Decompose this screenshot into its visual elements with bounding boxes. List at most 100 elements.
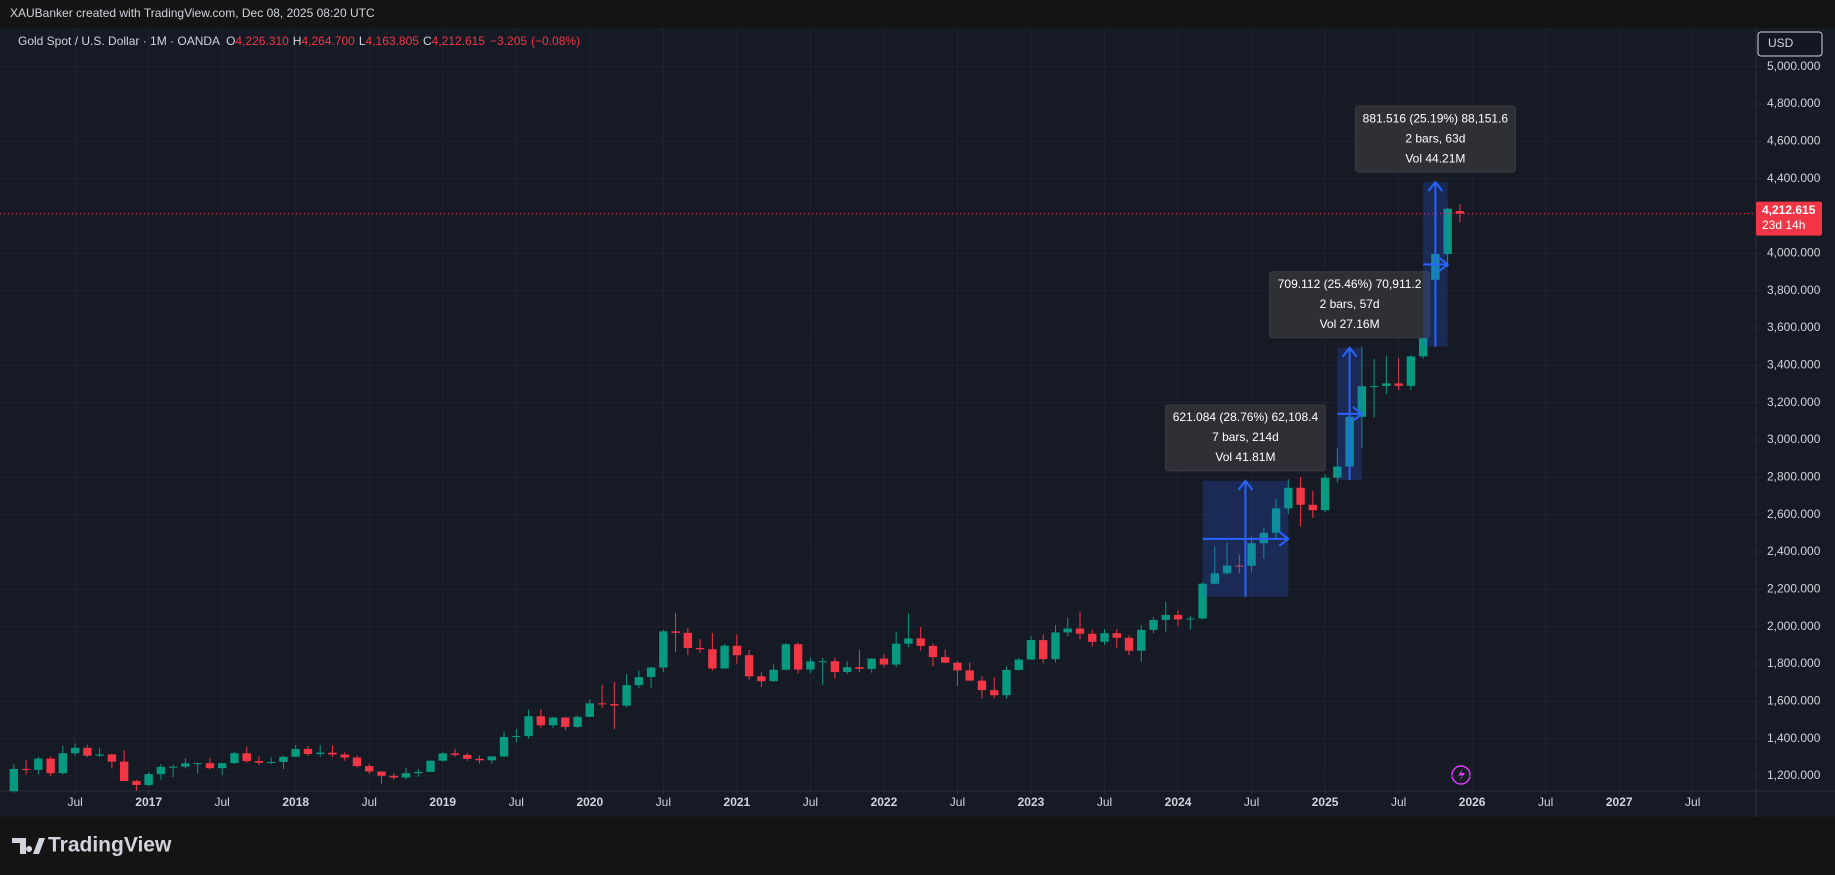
y-tick-label: 3,000.000 [1767, 432, 1821, 446]
alert-ring[interactable] [1451, 765, 1471, 785]
alert-bolt[interactable] [1458, 768, 1465, 782]
x-tick-label: Jul [803, 795, 818, 809]
candle-body [414, 771, 423, 774]
candle-body [1369, 386, 1379, 388]
last-price-box [1756, 201, 1822, 236]
legend-key: H [293, 34, 302, 48]
candle-body [732, 645, 742, 656]
candle-body [622, 685, 631, 706]
candle-body [928, 645, 938, 658]
candle-body [1443, 208, 1452, 255]
y-tick-label: 1,400.000 [1767, 731, 1821, 745]
candle-body [352, 757, 362, 767]
y-tick-label: 5,000.000 [1767, 59, 1821, 73]
candle-body [1173, 614, 1183, 620]
candle-body [879, 658, 889, 665]
candle-body [205, 763, 215, 769]
candle-body [46, 758, 55, 774]
candle-body [1284, 487, 1293, 509]
y-tick-label: 1,600.000 [1767, 694, 1821, 708]
candle-body [1357, 386, 1367, 417]
candle-body [1308, 504, 1318, 511]
candle-body [646, 667, 656, 678]
legend-value: 4,163.805 [366, 34, 420, 48]
candle-body [389, 775, 398, 778]
brand: TradingView [48, 834, 172, 857]
legend-value: 4,264.700 [301, 34, 355, 48]
candle-body [487, 756, 496, 761]
candle-body [597, 703, 607, 705]
candle-body [1455, 211, 1465, 214]
legend-value: 4,226.310 [235, 34, 289, 48]
x-tick-label: 2017 [135, 795, 162, 809]
currency[interactable]: USD [1768, 36, 1794, 50]
y-tick-label: 3,600.000 [1767, 320, 1821, 334]
candle-body [708, 649, 717, 669]
range-arrow-horizontal [1423, 256, 1450, 273]
candle-body [279, 756, 288, 762]
candle-body [842, 667, 852, 673]
range-arrow-horizontal [1202, 531, 1290, 547]
legend-value: 4,212.615 [432, 34, 486, 48]
candle-body [585, 703, 595, 717]
range-label-line: 7 bars, 214d [1212, 430, 1279, 444]
candle-body [1210, 573, 1219, 584]
candle-body [757, 676, 766, 682]
y-tick-label: 1,800.000 [1767, 656, 1821, 670]
candle-body [1406, 356, 1416, 386]
range-measure: 709.112 (25.46%) 70,911.2 2 bars, 57d Vol … [1269, 271, 1431, 481]
candle-body [107, 754, 117, 762]
x-tick-label: 2023 [1018, 795, 1045, 809]
x-tick-label: Jul [67, 795, 82, 809]
candle-body [1149, 619, 1158, 630]
candle-body [671, 631, 680, 633]
candle-body [512, 736, 521, 738]
candle-body [1333, 466, 1342, 478]
candle-body [659, 631, 668, 668]
candle-body [34, 758, 43, 770]
candle-body [254, 761, 264, 763]
range-label-box [1164, 404, 1326, 472]
candle-body [561, 717, 570, 727]
range-measure: 881.516 (25.19%) 88,151.6 2 bars, 63d Vol … [1354, 105, 1516, 347]
x-tick-label: Jul [656, 795, 671, 809]
y-tick-label: 4,400.000 [1767, 171, 1821, 185]
attribution: XAUBanker created with TradingView.com, … [10, 6, 375, 20]
y-tick-label: 2,000.000 [1767, 619, 1821, 633]
candle-body [401, 773, 411, 778]
candle-body [242, 753, 251, 762]
candle-body [977, 680, 987, 691]
x-tick-label: Jul [1391, 795, 1406, 809]
logo: TradingView [12, 834, 172, 857]
legend-key: O [226, 34, 235, 48]
candle-body [965, 670, 974, 681]
usd-button[interactable]: USD [1757, 31, 1823, 57]
y-tick-label: 4,000.000 [1767, 245, 1821, 259]
candle-body [941, 657, 950, 663]
candle-body [9, 768, 19, 792]
legend-key: L [359, 34, 366, 48]
candle-body [95, 754, 104, 756]
candle-body [21, 768, 31, 770]
candle-body [744, 655, 754, 677]
marks [9, 182, 1465, 793]
y-tick-label: 3,200.000 [1767, 395, 1821, 409]
y-tick-label: 3,400.000 [1767, 357, 1821, 371]
candle-body [1002, 669, 1011, 696]
y-tick-label: 3,800.000 [1767, 283, 1821, 297]
candle-body [438, 753, 447, 761]
candle-body [1222, 565, 1232, 574]
range-label-box [1269, 271, 1431, 339]
legend-change: −3.205 [490, 34, 527, 48]
logo-mark [12, 838, 45, 854]
usd-button-frame[interactable] [1757, 31, 1823, 57]
candle-body [573, 716, 582, 727]
candle-body [1161, 614, 1170, 620]
alert-icon[interactable] [1451, 765, 1471, 785]
candle-body [291, 748, 300, 757]
candle-body [58, 753, 68, 774]
candle-body [83, 747, 92, 756]
x-tick-label: 2027 [1606, 795, 1633, 809]
x-tick-label: Jul [950, 795, 965, 809]
